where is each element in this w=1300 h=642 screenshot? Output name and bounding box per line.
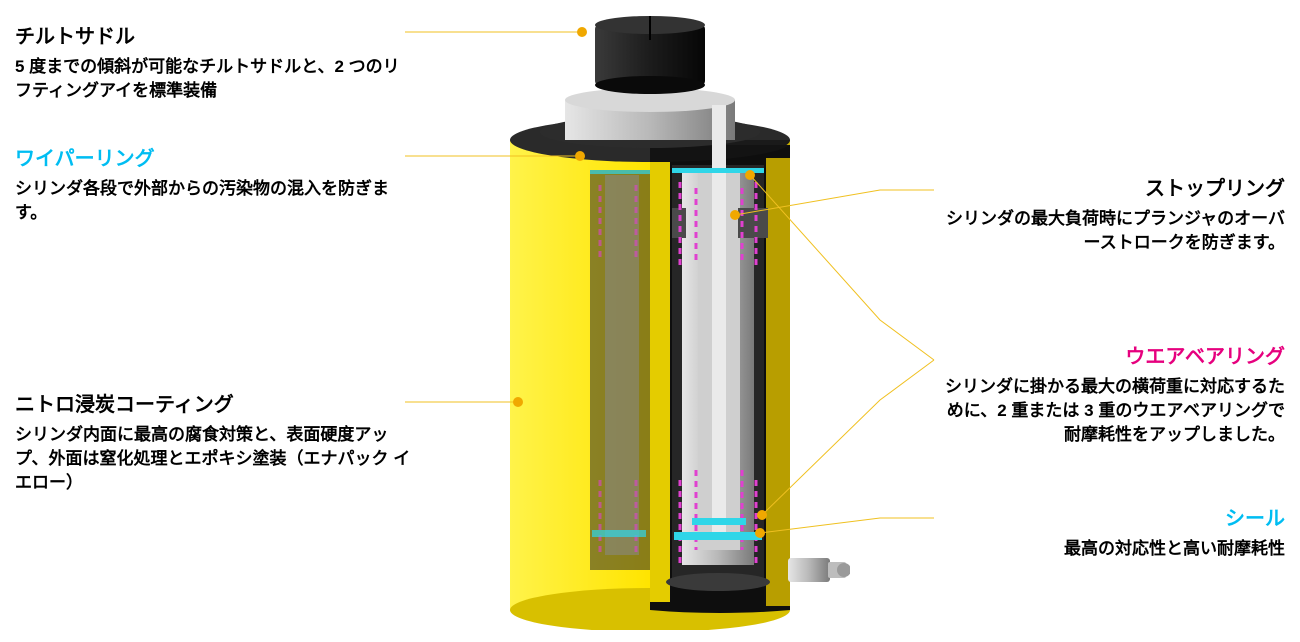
label-tilt-saddle: チルトサドル 5 度までの傾斜が可能なチルトサドルと、2 つのリフティングアイを… <box>15 20 415 103</box>
cylinder-cutaway <box>450 10 850 630</box>
label-nitro-coating: ニトロ浸炭コーティング シリンダ内面に最高の腐食対策と、表面硬度アップ、外面は窒… <box>15 388 415 494</box>
label-wiper-desc: シリンダ各段で外部からの汚染物の混入を防ぎます。 <box>15 177 415 225</box>
label-nitro-desc: シリンダ内面に最高の腐食対策と、表面硬度アップ、外面は窒化処理とエポキシ塗装（エ… <box>15 423 415 494</box>
label-seal-title: シール <box>935 502 1285 531</box>
label-stop-desc: シリンダの最大負荷時にプランジャのオーバーストロークを防ぎます。 <box>935 207 1285 255</box>
label-wiper-ring: ワイパーリング シリンダ各段で外部からの汚染物の混入を防ぎます。 <box>15 142 415 225</box>
label-stop-ring: ストップリング シリンダの最大負荷時にプランジャのオーバーストロークを防ぎます。 <box>935 172 1285 255</box>
label-tilt-title: チルトサドル <box>15 20 415 49</box>
label-wear-bearing: ウエアベアリング シリンダに掛かる最大の横荷重に対応するために、2 重または 3… <box>935 340 1285 446</box>
label-wiper-title: ワイパーリング <box>15 142 415 171</box>
label-seal-desc: 最高の対応性と高い耐摩耗性 <box>935 537 1285 561</box>
label-wear-title: ウエアベアリング <box>935 340 1285 369</box>
label-seal: シール 最高の対応性と高い耐摩耗性 <box>935 502 1285 561</box>
label-wear-desc: シリンダに掛かる最大の横荷重に対応するために、2 重または 3 重のウエアベアリ… <box>935 375 1285 446</box>
label-stop-title: ストップリング <box>935 172 1285 201</box>
label-nitro-title: ニトロ浸炭コーティング <box>15 388 415 417</box>
label-tilt-desc: 5 度までの傾斜が可能なチルトサドルと、2 つのリフティングアイを標準装備 <box>15 55 415 103</box>
